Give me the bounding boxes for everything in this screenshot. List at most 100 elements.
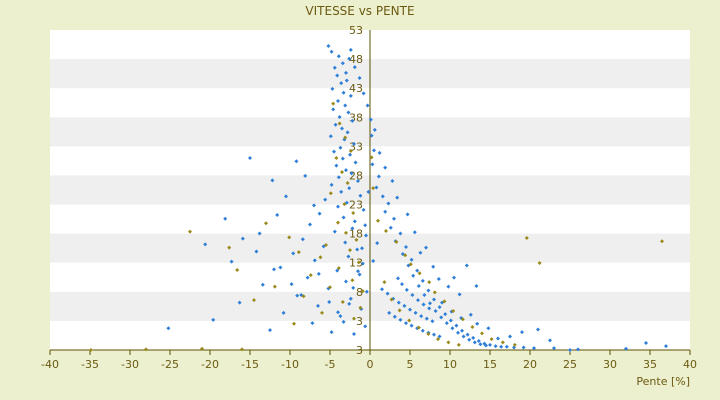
data-point: [369, 155, 374, 160]
data-point: [392, 216, 396, 221]
data-point: [346, 110, 351, 115]
data-point: [397, 308, 402, 313]
data-point: [360, 289, 365, 294]
data-point: [341, 215, 346, 220]
data-point: [368, 117, 373, 122]
y-tick-label: 28: [349, 169, 363, 182]
x-tick-label: 0: [367, 358, 374, 371]
data-point: [356, 179, 360, 184]
data-point: [344, 279, 348, 284]
data-point: [295, 293, 300, 298]
x-tick-label: 40: [683, 358, 697, 371]
data-point: [352, 219, 357, 224]
data-point: [351, 211, 356, 216]
data-point: [446, 340, 451, 345]
x-tick-label: -10: [281, 358, 299, 371]
data-point: [348, 248, 352, 253]
x-tick-label: 10: [443, 358, 457, 371]
data-point: [284, 194, 288, 199]
data-point: [395, 195, 400, 200]
data-point: [407, 318, 412, 323]
data-point: [326, 44, 331, 48]
data-point: [308, 273, 313, 278]
data-point: [327, 300, 332, 304]
data-point: [450, 326, 455, 331]
data-point: [420, 278, 425, 283]
data-point: [424, 316, 429, 321]
data-point: [340, 170, 344, 175]
data-point: [552, 346, 556, 351]
data-point: [334, 156, 339, 160]
data-point: [235, 268, 240, 272]
data-point: [337, 115, 342, 120]
data-point: [436, 337, 440, 342]
data-point: [361, 91, 366, 96]
data-point: [348, 93, 353, 98]
data-point: [354, 237, 359, 242]
y-tick-label: 48: [349, 53, 363, 66]
data-point: [409, 323, 414, 328]
data-point: [292, 321, 296, 326]
data-point: [289, 282, 294, 287]
data-point: [305, 275, 310, 280]
data-point: [480, 331, 484, 336]
data-point: [363, 223, 368, 228]
data-point: [432, 332, 436, 337]
data-point: [343, 240, 348, 245]
data-point: [371, 259, 376, 264]
data-point: [468, 312, 473, 317]
data-point: [342, 202, 347, 207]
data-point: [346, 254, 351, 259]
data-point: [347, 301, 352, 306]
data-point: [240, 236, 245, 241]
data-point: [376, 174, 381, 179]
data-point: [340, 156, 345, 161]
data-point: [415, 268, 420, 273]
data-point: [200, 346, 204, 351]
data-point: [350, 226, 355, 231]
data-point: [431, 264, 436, 269]
data-point: [400, 282, 404, 287]
data-point: [252, 298, 256, 303]
data-point: [341, 90, 346, 95]
data-point: [340, 61, 345, 66]
data-point: [448, 318, 453, 323]
data-point: [351, 285, 356, 290]
x-tick-label: -30: [121, 358, 139, 371]
data-point: [424, 245, 428, 250]
data-point: [337, 121, 342, 126]
data-point: [402, 303, 407, 308]
chart-title: VITESSE vs PENTE: [305, 4, 414, 18]
data-point: [318, 255, 323, 260]
y-tick-label: 43: [349, 82, 363, 95]
data-point: [339, 189, 344, 194]
data-point: [451, 308, 456, 313]
data-point: [396, 276, 400, 281]
data-point: [300, 237, 305, 242]
data-point: [294, 159, 299, 164]
data-point: [432, 290, 437, 295]
x-tick-label: -20: [201, 358, 219, 371]
data-point: [330, 86, 335, 91]
data-point: [291, 251, 296, 256]
data-point: [486, 326, 491, 331]
data-point: [446, 284, 451, 289]
data-point: [88, 348, 93, 352]
data-point: [398, 317, 403, 322]
data-point: [408, 307, 412, 312]
data-point: [489, 337, 494, 342]
data-point: [350, 118, 355, 123]
data-point: [348, 296, 353, 301]
data-point: [188, 229, 192, 234]
data-point: [332, 229, 337, 234]
data-point: [332, 149, 336, 154]
y-tick-label: 53: [349, 24, 363, 37]
data-point: [398, 231, 403, 236]
data-point: [365, 103, 370, 108]
y-tick-label: 13: [349, 257, 363, 270]
data-point: [328, 191, 333, 196]
data-point: [430, 319, 435, 324]
data-point: [461, 334, 466, 339]
data-point: [341, 319, 346, 324]
